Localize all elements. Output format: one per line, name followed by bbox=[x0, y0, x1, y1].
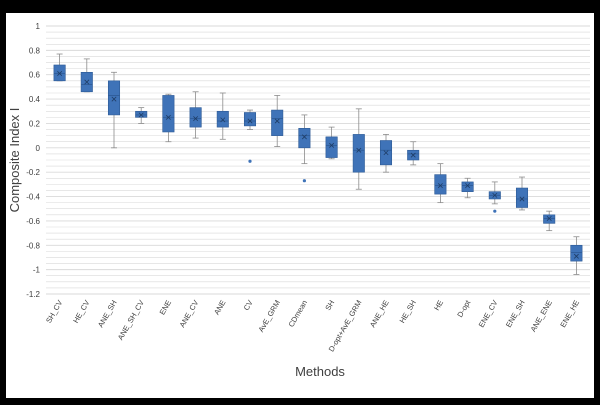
iqr-box bbox=[298, 128, 311, 149]
y-tick-labels: 1 0.8 0.6 0.4 0.2 0 -0.2 -0.4 -0.6 -0.8 -1 -1.2 bbox=[26, 22, 40, 299]
mean-marker bbox=[84, 79, 90, 85]
box-HE_CV bbox=[80, 58, 93, 93]
mean-marker bbox=[111, 96, 117, 102]
y-tick-label: 0.4 bbox=[29, 95, 41, 104]
y-tick-label: 0 bbox=[36, 144, 41, 153]
box-ANE_ENE bbox=[543, 210, 556, 232]
mean-marker bbox=[138, 112, 144, 118]
y-tick-label: -0.2 bbox=[26, 168, 40, 177]
y-tick-label: -0.4 bbox=[26, 193, 40, 202]
mean-marker bbox=[356, 147, 362, 153]
box-ANE_CV bbox=[189, 91, 202, 139]
box-D-opt+AvE_GRM bbox=[352, 108, 365, 190]
y-tick-label: 0.6 bbox=[29, 71, 41, 80]
box-ENE_HE bbox=[570, 236, 583, 275]
mean-marker bbox=[57, 71, 63, 76]
mean-marker bbox=[383, 150, 389, 156]
mean-marker bbox=[573, 253, 579, 259]
y-tick-label: -0.8 bbox=[26, 241, 40, 250]
mean-marker bbox=[519, 196, 525, 202]
y-tick-label: 1 bbox=[36, 22, 41, 31]
mean-marker bbox=[220, 117, 226, 123]
box-ENE bbox=[162, 93, 175, 143]
mean-marker bbox=[546, 215, 552, 221]
box-ANE bbox=[216, 92, 229, 140]
mean-marker bbox=[410, 152, 416, 158]
mean-marker bbox=[437, 183, 443, 189]
iqr-box bbox=[352, 134, 365, 173]
chart-area bbox=[6, 13, 594, 398]
box-ANE_HE bbox=[379, 134, 393, 173]
box-ENE_SH bbox=[515, 176, 529, 211]
box-SH bbox=[325, 126, 338, 160]
iqr-box bbox=[107, 80, 121, 116]
box-SH_CV bbox=[53, 53, 66, 82]
iqr-box bbox=[434, 174, 447, 195]
mean-marker bbox=[492, 192, 498, 198]
iqr-box bbox=[271, 109, 284, 136]
iqr-box bbox=[162, 95, 175, 133]
iqr-box bbox=[189, 107, 202, 128]
box-CV bbox=[243, 109, 257, 163]
mean-marker bbox=[465, 183, 471, 189]
box-ENE_CV bbox=[488, 181, 501, 213]
gridlines bbox=[46, 25, 590, 295]
y-tick-label: 0.8 bbox=[29, 46, 41, 55]
box-CDmean bbox=[298, 114, 311, 183]
iqr-box bbox=[543, 214, 556, 224]
iqr-box bbox=[325, 136, 338, 158]
mean-marker bbox=[274, 118, 280, 124]
box-ANE_SH bbox=[107, 71, 121, 149]
y-tick-label: -1.2 bbox=[26, 290, 40, 299]
iqr-box bbox=[243, 112, 257, 127]
outlier-point bbox=[302, 179, 306, 183]
box-D-opt bbox=[461, 177, 474, 199]
y-tick-label: -0.6 bbox=[26, 217, 40, 226]
mean-marker bbox=[247, 118, 253, 124]
mean-marker bbox=[301, 134, 307, 140]
y-tick-label: 0.2 bbox=[29, 119, 41, 128]
outlier-point bbox=[248, 159, 252, 163]
boxes bbox=[53, 53, 583, 275]
mean-marker bbox=[193, 116, 199, 122]
iqr-box bbox=[135, 110, 148, 118]
iqr-box bbox=[461, 181, 474, 192]
y-axis-title: Composite Index I bbox=[7, 108, 22, 213]
iqr-box bbox=[570, 244, 583, 262]
mean-marker bbox=[329, 142, 335, 148]
y-tick-label: -1 bbox=[33, 266, 41, 275]
iqr-box bbox=[53, 64, 66, 82]
box-ANE_SH_CV bbox=[135, 107, 148, 124]
outlier-point bbox=[493, 209, 497, 213]
mean-marker bbox=[165, 114, 171, 120]
iqr-box bbox=[216, 110, 229, 128]
iqr-box bbox=[515, 187, 529, 208]
box-HE bbox=[434, 163, 447, 204]
x-axis-title: Methods bbox=[295, 364, 345, 379]
box-HE_SH bbox=[407, 141, 420, 166]
box-AvE_GRM bbox=[271, 95, 284, 148]
